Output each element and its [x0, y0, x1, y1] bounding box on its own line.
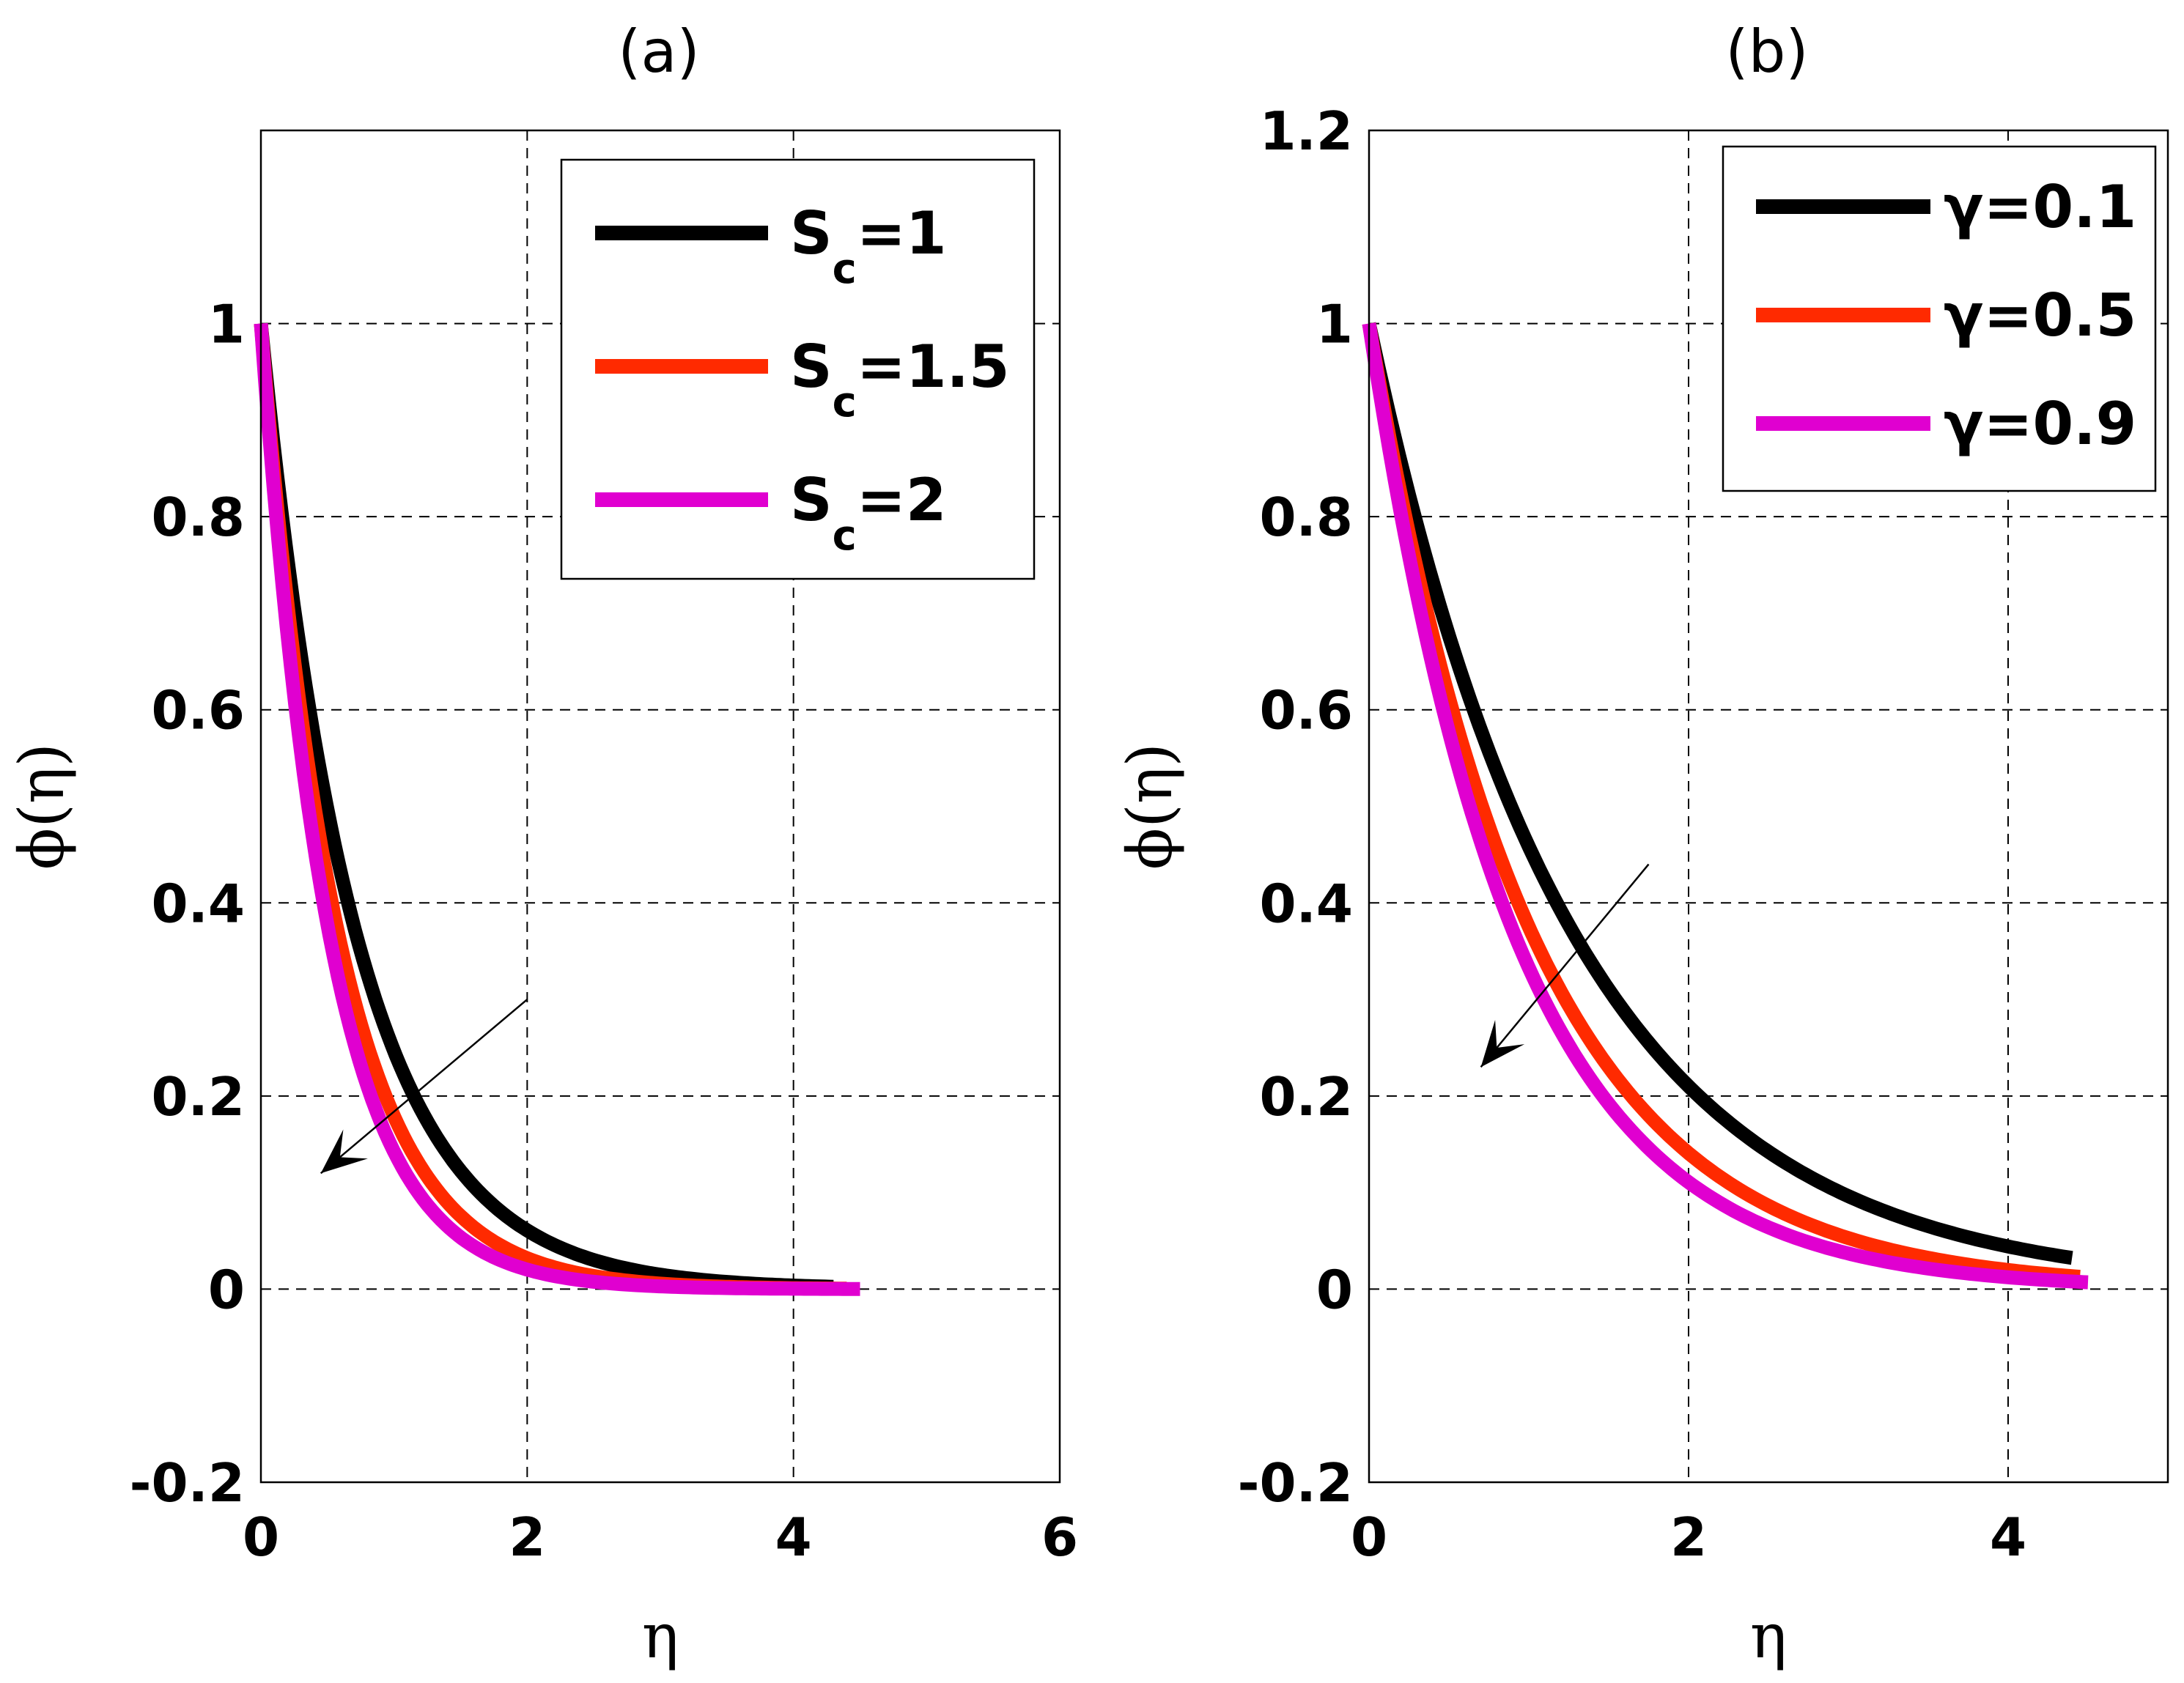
x-tick-label: 4: [1990, 1506, 2026, 1568]
legend-label-2: γ=0.5: [1944, 281, 2136, 349]
y-tick-label: 0.6: [1259, 680, 1353, 741]
y-tick-label: -0.2: [130, 1452, 245, 1514]
y-axis-label: ϕ(η): [1114, 743, 1186, 870]
panel-title: (b): [1725, 18, 1808, 86]
y-tick-label: 1.2: [1259, 100, 1353, 162]
x-tick-label: 2: [509, 1506, 545, 1568]
y-tick-label: 0.4: [1259, 873, 1353, 934]
legend-label-1: γ=0.1: [1944, 173, 2136, 241]
panel-b: 0 2 4-0.200.20.40.60.811.2ηϕ(η)(b)γ=0.1γ=0…: [1114, 18, 2169, 1672]
panel-title: (a): [618, 18, 699, 86]
trend-arrow-shaft: [320, 999, 528, 1175]
panel-a: 0 2 4 6-0.200.20.40.60.81ηϕ(η)(a)Sc=1Sc=1.5…: [6, 18, 1078, 1672]
x-tick-label: 2: [1670, 1506, 1707, 1568]
trend-arrow-head: [1480, 1019, 1525, 1068]
y-tick-label: 0.2: [1259, 1066, 1353, 1128]
legend: Sc=1 Sc=1.5 Sc=2: [560, 158, 1036, 580]
y-tick-label: 0.8: [151, 487, 245, 548]
series-line-2: [1362, 322, 2082, 1284]
x-tick-label: 0: [243, 1506, 279, 1568]
y-tick-label: 0: [208, 1259, 245, 1320]
y-tick-label: 0.2: [151, 1066, 245, 1128]
x-axis-label: η: [1750, 1600, 1787, 1672]
y-tick-label: 1: [208, 294, 245, 355]
y-tick-label: 0.4: [151, 873, 245, 934]
y-tick-label: -0.2: [1238, 1452, 1353, 1514]
y-tick-label: 0.8: [1259, 487, 1353, 548]
legend: γ=0.1 γ=0.5 γ=0.9: [1722, 145, 2157, 492]
x-tick-label: 4: [775, 1506, 812, 1568]
legend-label-2: Sc=1.5: [790, 333, 1010, 426]
series-line-1: [1362, 322, 2074, 1265]
plot-frame: [259, 129, 1061, 1484]
y-axis-label: ϕ(η): [6, 743, 78, 870]
series-line-3: [1362, 322, 2090, 1290]
trend-arrow-head: [320, 1129, 368, 1174]
x-tick-label: 0: [1351, 1506, 1387, 1568]
trend-arrow-shaft: [1480, 863, 1650, 1068]
legend-label-3: Sc=2: [790, 466, 947, 560]
y-tick-label: 0.6: [151, 680, 245, 741]
x-axis-label: η: [642, 1600, 679, 1672]
legend-label-1: Sc=1: [790, 199, 947, 293]
y-tick-label: 1: [1316, 294, 1353, 355]
legend-label-3: γ=0.9: [1944, 390, 2136, 458]
x-tick-label: 6: [1041, 1506, 1078, 1568]
plot-frame: [1368, 129, 2169, 1484]
series-line-3: [254, 322, 863, 1296]
y-tick-label: 0: [1316, 1259, 1353, 1320]
